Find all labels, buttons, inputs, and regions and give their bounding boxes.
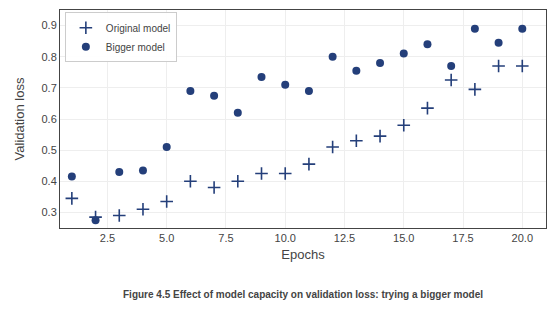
svg-text:17.5: 17.5 — [452, 232, 473, 244]
svg-text:0.7: 0.7 — [42, 82, 57, 94]
svg-text:7.5: 7.5 — [218, 232, 233, 244]
svg-text:Figure 4.5 Effect of model cap: Figure 4.5 Effect of model capacity on v… — [123, 289, 483, 300]
svg-text:0.6: 0.6 — [42, 113, 57, 125]
svg-text:10.0: 10.0 — [275, 232, 296, 244]
svg-text:5.0: 5.0 — [159, 232, 174, 244]
svg-text:0.4: 0.4 — [42, 175, 57, 187]
svg-text:0.5: 0.5 — [42, 144, 57, 156]
svg-text:12.5: 12.5 — [334, 232, 355, 244]
svg-text:0.9: 0.9 — [42, 19, 57, 31]
svg-text:Validation loss: Validation loss — [12, 77, 27, 160]
svg-text:0.8: 0.8 — [42, 51, 57, 63]
svg-text:20.0: 20.0 — [512, 232, 533, 244]
svg-text:Bigger model: Bigger model — [106, 42, 165, 53]
svg-text:Original model: Original model — [106, 23, 170, 34]
svg-text:2.5: 2.5 — [100, 232, 115, 244]
svg-text:0.3: 0.3 — [42, 206, 57, 218]
svg-text:15.0: 15.0 — [393, 232, 414, 244]
svg-text:Epochs: Epochs — [281, 247, 325, 262]
